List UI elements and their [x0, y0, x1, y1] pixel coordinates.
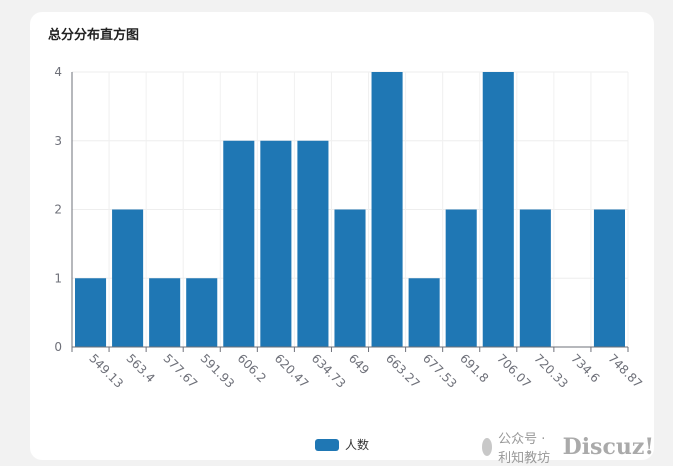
legend-swatch[interactable]	[314, 438, 339, 451]
y-tick-label: 0	[54, 340, 62, 354]
x-tick-label: 577.67	[161, 351, 201, 391]
x-tick-label: 591.93	[198, 351, 238, 391]
bar[interactable]	[75, 278, 107, 347]
x-tick-label: 677.53	[420, 351, 460, 391]
bar[interactable]	[371, 72, 403, 347]
bar[interactable]	[408, 278, 440, 347]
x-tick-label: 706.07	[494, 351, 534, 391]
watermark-logo: Discuz!	[562, 434, 654, 460]
x-tick-label: 734.6	[568, 351, 602, 385]
y-tick-label: 2	[54, 203, 62, 217]
bar[interactable]	[297, 140, 329, 347]
grid-lines	[71, 71, 629, 348]
x-tick-label: 663.27	[383, 351, 423, 391]
bar[interactable]	[149, 278, 181, 347]
bar[interactable]	[593, 209, 625, 348]
x-tick-label: 649	[346, 351, 372, 377]
chart-title: 总分分布直方图	[48, 28, 140, 43]
bar[interactable]	[445, 209, 477, 348]
bar[interactable]	[223, 140, 255, 347]
legend[interactable]: 人数	[30, 436, 654, 453]
x-tick-label: 720.33	[531, 351, 571, 391]
y-tick-label: 4	[54, 65, 62, 79]
x-tick-label: 549.13	[86, 351, 126, 391]
bar[interactable]	[112, 209, 144, 348]
legend-label[interactable]: 人数	[344, 438, 369, 452]
x-tick-label: 634.73	[309, 351, 349, 391]
watermark-text: 公众号 · 利知教坊	[498, 432, 551, 466]
bar[interactable]	[260, 140, 292, 347]
wechat-icon	[482, 438, 493, 456]
bars	[75, 72, 625, 347]
x-tick-label: 563.4	[123, 351, 157, 385]
bar[interactable]	[186, 278, 218, 347]
watermark: 公众号 · 利知教坊 Discuz!	[482, 428, 654, 466]
x-tick-label: 620.47	[272, 351, 312, 391]
y-tick-label: 3	[54, 134, 62, 148]
bar[interactable]	[482, 72, 514, 347]
y-tick-labels: 0 1 2 3 4	[54, 65, 62, 354]
y-tick-label: 1	[54, 271, 62, 285]
bar[interactable]	[334, 209, 366, 348]
x-tick-label: 748.87	[605, 351, 645, 391]
x-tick-label: 691.8	[457, 351, 491, 385]
axes	[71, 72, 629, 352]
chart-card: 总分分布直方图 0 1 2 3 4 549.13 563.4 577.67 591.93 606…	[30, 12, 654, 466]
bar[interactable]	[519, 209, 551, 348]
x-tick-label: 606.2	[235, 351, 269, 385]
